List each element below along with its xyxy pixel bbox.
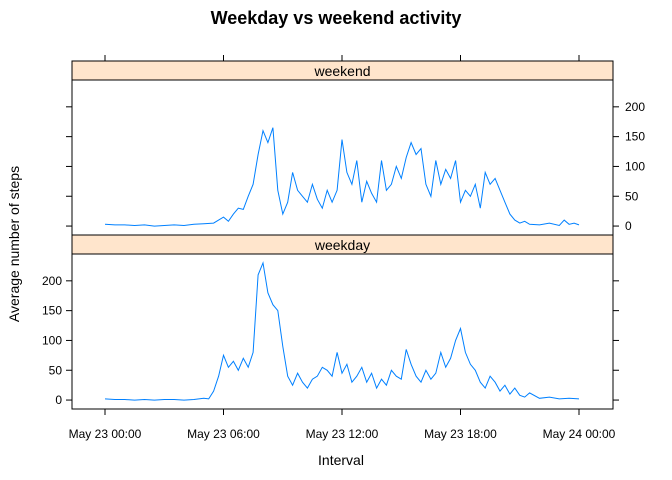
y-tick-label-weekday-2: 100 <box>42 333 62 347</box>
series-weekday <box>104 261 580 401</box>
strip-label-weekend: weekend <box>313 63 370 79</box>
y-tick-label-weekend-2: 100 <box>625 159 645 173</box>
y-tick-label-weekday-1: 50 <box>49 363 63 377</box>
x-axis: May 23 00:00 May 23 06:00 May 23 12:00 May … <box>69 55 616 441</box>
y-tick-label-weekend-4: 200 <box>625 100 645 114</box>
y-axis-label: Average number of steps <box>6 166 22 322</box>
x-tick-label-4: May 24 00:00 <box>543 427 616 441</box>
x-tick-label-0: May 23 00:00 <box>69 427 142 441</box>
series-line-weekend <box>104 127 580 227</box>
y-axis-weekend: 0 50 100 150 200 <box>66 100 645 233</box>
panel-weekday: weekday 0 50 100 150 200 <box>42 234 619 410</box>
series-line-weekday <box>104 261 580 401</box>
panel-frame-weekday <box>71 253 614 410</box>
x-axis-label: Interval <box>318 452 364 468</box>
x-tick-label-3: May 23 18:00 <box>424 427 497 441</box>
y-tick-label-weekday-4: 200 <box>42 274 62 288</box>
y-tick-label-weekday-3: 150 <box>42 304 62 318</box>
panel-frame-weekend <box>71 79 614 236</box>
y-tick-label-weekend-1: 50 <box>625 189 639 203</box>
chart-title: Weekday vs weekend activity <box>211 8 462 28</box>
y-tick-label-weekend-0: 0 <box>625 219 632 233</box>
x-tick-label-2: May 23 12:00 <box>306 427 379 441</box>
y-axis-weekday: 0 50 100 150 200 <box>42 274 619 407</box>
series-weekend <box>104 127 580 227</box>
strip-label-weekday: weekday <box>314 237 370 253</box>
y-tick-label-weekend-3: 150 <box>625 130 645 144</box>
x-tick-label-1: May 23 06:00 <box>187 427 260 441</box>
y-tick-label-weekday-0: 0 <box>55 393 62 407</box>
panel-weekend: weekend 0 50 100 150 200 <box>66 60 645 236</box>
